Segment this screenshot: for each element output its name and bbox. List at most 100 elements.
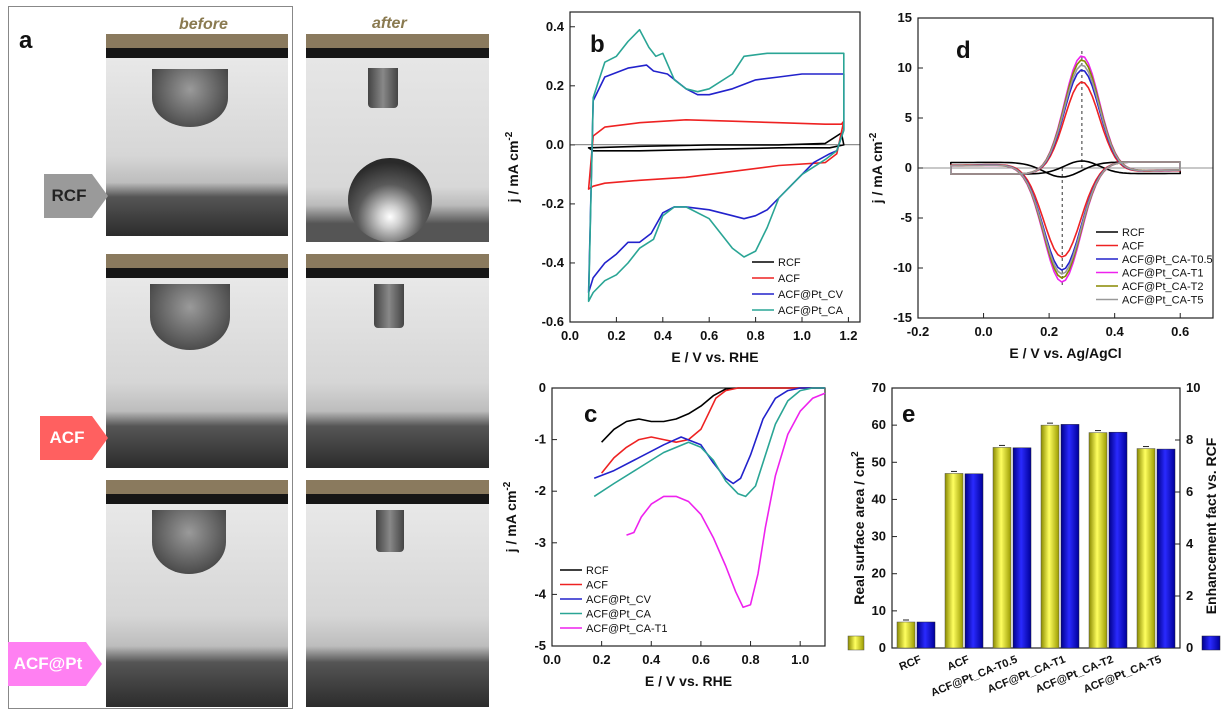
y-tick-label: -2 — [534, 483, 546, 498]
y-tick-label: -0.6 — [542, 314, 564, 329]
y-tick-label: 0 — [539, 380, 546, 395]
series-ACF@Pt_CV — [593, 387, 825, 485]
photo-acf-before — [106, 254, 288, 468]
x-tick-label: 0.2 — [593, 652, 611, 667]
legend-entry: RCF — [586, 565, 609, 577]
x-tick-label: -0.2 — [907, 324, 929, 339]
x-tick-label: 0.6 — [700, 328, 718, 343]
legend-entry: ACF@Pt_CA-T1 — [586, 623, 667, 635]
photo-acf-after — [306, 254, 489, 468]
x-tick-label: 0.6 — [692, 652, 710, 667]
y-tick-label: -4 — [534, 586, 546, 601]
series-ACF@Pt_CA-T2 — [950, 59, 1181, 279]
y-tick-label: -5 — [900, 210, 912, 225]
legend-key-yellow — [847, 635, 865, 651]
y-tick-label: 0 — [879, 640, 886, 655]
plot-frame — [891, 387, 1181, 649]
y-tick-label: -5 — [534, 638, 546, 653]
legend-entry: ACF@Pt_CV — [586, 594, 652, 606]
y-axis-label-text: Real surface area / cm2 — [850, 451, 867, 605]
panel-label: e — [902, 401, 915, 428]
bar-enhancement — [916, 621, 936, 649]
x-category-label-text: ACF — [946, 654, 972, 674]
series-ACF — [600, 387, 825, 474]
y-tick-label: -0.2 — [542, 196, 564, 211]
legend-entry: ACF@Pt_CA — [778, 305, 844, 317]
panel-label: c — [584, 401, 597, 428]
photo-rcf-before — [106, 34, 288, 236]
y-tick-label: -0.4 — [542, 255, 565, 270]
chart-c: 0.0 0.2 0.4 0.6 0.8 1.0 -5 -4 -3 -2 -1 0 E / V vs. R… — [502, 380, 826, 689]
panel-a-label: a — [19, 27, 33, 54]
photo-rcf-after — [306, 34, 489, 242]
x-axis-label: E / V vs. RHE — [645, 673, 732, 689]
legend-entry: ACF — [1122, 241, 1144, 253]
series-ACF — [587, 119, 845, 190]
bar-surface-area — [992, 447, 1012, 649]
y-axis-label-sup: -2 — [504, 131, 515, 140]
series-ACF@Pt_CA — [593, 387, 825, 498]
y-tick-label: 0.0 — [546, 137, 564, 152]
chart-d: -0.2 0.0 0.2 0.4 0.6 -15 -10 -5 0 5 10 15 E / V vs. … — [868, 10, 1214, 361]
bar-enhancement — [1108, 431, 1128, 649]
row-label-acfpt: ACF@Pt — [8, 642, 102, 686]
x-tick-label: 0.8 — [747, 328, 765, 343]
plot-frame — [551, 387, 826, 647]
y-axis-label: j / mA cm-2 — [502, 481, 519, 553]
panel-label: d — [956, 37, 971, 64]
legend-entry: RCF — [1122, 227, 1145, 239]
y-tick-label: 10 — [898, 60, 912, 75]
x-tick-label: 0.4 — [1106, 324, 1125, 339]
bar-surface-area — [1136, 448, 1156, 649]
y-tick-label: 0.2 — [546, 78, 564, 93]
series-ACF@Pt_CA — [587, 28, 845, 303]
y-tick-label: 20 — [872, 566, 886, 581]
y-tick-label: 60 — [872, 417, 886, 432]
legend-entry: ACF@Pt_CA-T2 — [1122, 281, 1203, 293]
y-tick-label: 0 — [905, 160, 912, 175]
x-tick-label: 1.0 — [793, 328, 811, 343]
photo-acfpt-before — [106, 480, 288, 707]
x-category-label: RCF — [898, 654, 924, 674]
x-tick-label: 0.6 — [1171, 324, 1189, 339]
y2-tick-label: 4 — [1186, 536, 1194, 551]
x-tick-label: 0.0 — [561, 328, 579, 343]
row-label-rcf: RCF — [44, 174, 108, 218]
x-tick-label: 1.2 — [839, 328, 857, 343]
y-tick-label: 5 — [905, 110, 912, 125]
legend-entry: ACF — [778, 273, 800, 285]
x-axis-label: E / V vs. RHE — [671, 349, 758, 365]
x-tick-label: 0.4 — [654, 328, 673, 343]
y-tick-label: 70 — [872, 380, 886, 395]
legend-entry: ACF@Pt_CA-T5 — [1122, 295, 1203, 307]
series-ACF@Pt_CV — [587, 64, 845, 294]
y2-axis-label: Enhancement fact vs. RCF — [1203, 437, 1219, 614]
x-tick-label: 0.8 — [742, 652, 760, 667]
legend-entry: ACF@Pt_CA-T1 — [1122, 268, 1203, 280]
series-RCF — [601, 387, 825, 443]
x-category-label: ACF — [946, 654, 972, 674]
y2-tick-label: 10 — [1186, 380, 1200, 395]
y-axis-label-text: j / mA cm-2 — [502, 481, 519, 553]
y-tick-label: 40 — [872, 491, 886, 506]
x-tick-label: 0.2 — [1040, 324, 1058, 339]
y2-tick-label: 8 — [1186, 432, 1193, 447]
series-ACF@Pt_CA-T5 — [950, 64, 1181, 275]
y-axis-label-sup: -2 — [502, 481, 513, 490]
x-axis-label: E / V vs. Ag/AgCl — [1009, 345, 1121, 361]
y-tick-label: -3 — [534, 535, 546, 550]
bar-enhancement — [1012, 447, 1032, 649]
bar-enhancement — [1060, 424, 1080, 649]
y-axis-label-text: j / mA cm-2 — [504, 131, 521, 203]
x-tick-label: 1.0 — [791, 652, 809, 667]
bar-surface-area — [896, 621, 916, 649]
y2-tick-label: 2 — [1186, 588, 1193, 603]
plot-frame — [569, 11, 861, 323]
x-tick-label: 0.2 — [607, 328, 625, 343]
bar-surface-area — [944, 473, 964, 649]
y-tick-label: -10 — [893, 260, 912, 275]
y-tick-label: -15 — [893, 310, 912, 325]
series-ACF@Pt_CA-T1 — [626, 392, 826, 609]
bar-surface-area — [1040, 424, 1060, 649]
series-ACF@Pt_CA-T1 — [950, 55, 1181, 283]
